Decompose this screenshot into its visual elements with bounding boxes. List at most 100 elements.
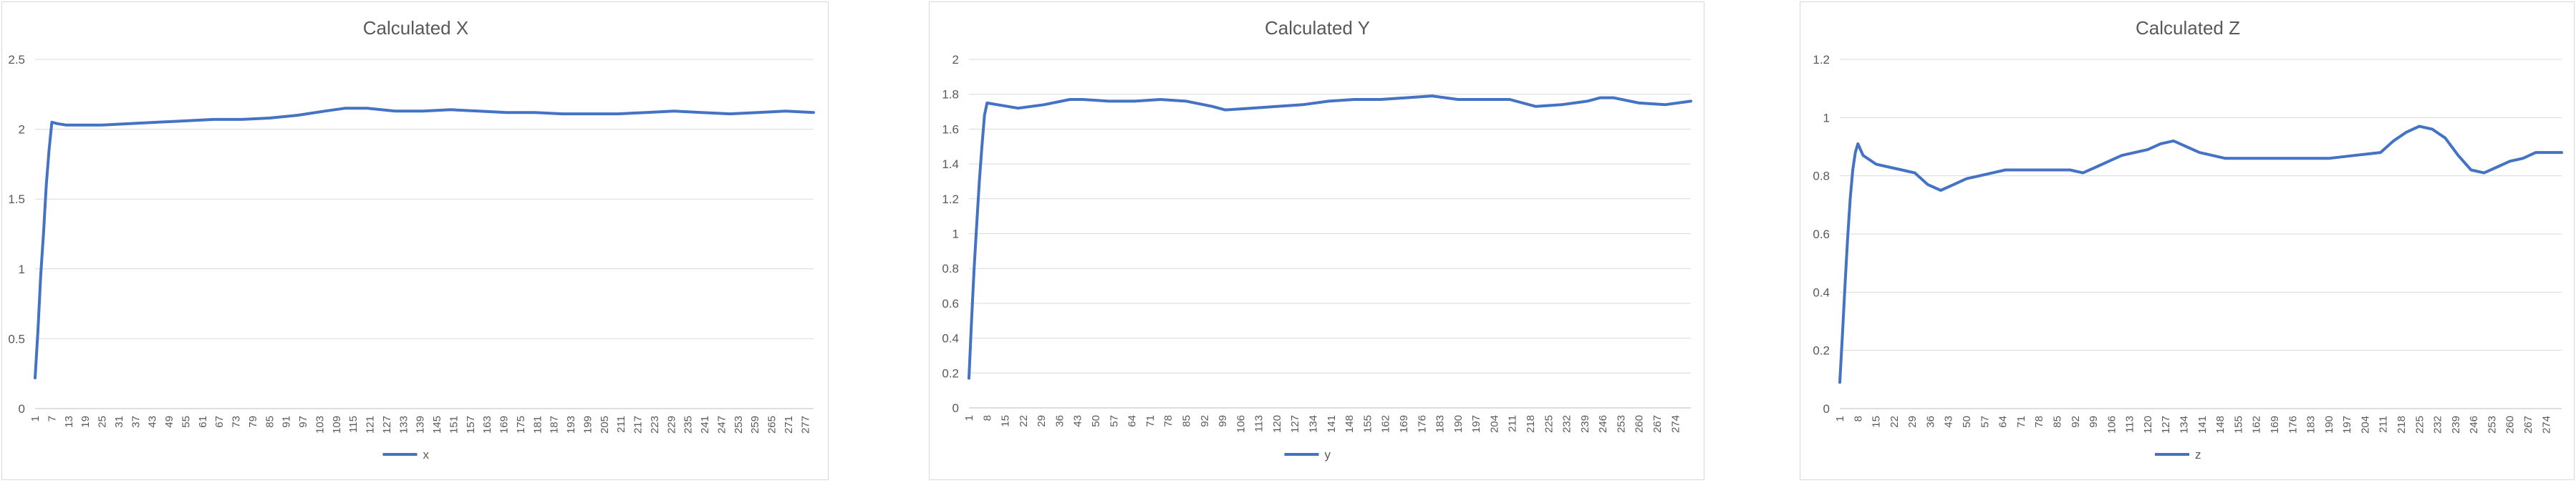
- x-tick-label: 134: [1308, 415, 1320, 433]
- x-tick-label: 133: [397, 416, 410, 434]
- x-tick-label: 259: [749, 416, 761, 434]
- y-tick-label: 1.2: [1813, 53, 1830, 67]
- x-tick-label: 157: [465, 416, 477, 434]
- y-tick-label: 0.4: [1813, 286, 1830, 299]
- x-tick-label: 211: [615, 416, 627, 433]
- x-tick-label: 127: [381, 416, 393, 434]
- x-tick-label: 37: [130, 416, 142, 428]
- x-tick-label: 235: [682, 416, 695, 434]
- y-tick-label: 1.2: [942, 192, 959, 206]
- x-tick-label: 148: [2214, 416, 2227, 434]
- x-tick-label: 197: [2341, 416, 2353, 434]
- x-tick-label: 7: [46, 416, 58, 421]
- y-tick-label: 0.8: [1813, 170, 1830, 183]
- chart-title: Calculated X: [363, 17, 468, 39]
- x-tick-label: 148: [1344, 415, 1356, 433]
- x-tick-label: 169: [1398, 415, 1410, 433]
- x-tick-label: 134: [2179, 416, 2191, 434]
- x-tick-label: 71: [2015, 416, 2027, 428]
- x-tick-label: 57: [1108, 415, 1120, 427]
- x-tick-label: 199: [582, 416, 594, 434]
- x-tick-label: 211: [1507, 415, 1519, 432]
- y-tick-label: 2: [952, 53, 959, 67]
- x-tick-label: 99: [1217, 415, 1229, 427]
- x-tick-label: 73: [231, 416, 243, 428]
- series-line-y: [968, 94, 1692, 380]
- x-tick-label: 57: [1979, 416, 1991, 428]
- x-tick-label: 31: [113, 416, 125, 428]
- x-tick-label: 127: [2160, 416, 2172, 434]
- chart-title: Calculated Y: [1265, 17, 1370, 39]
- x-tick-label: 169: [2269, 416, 2281, 434]
- x-tick-label: 277: [799, 416, 811, 434]
- series-line-x: [34, 107, 815, 380]
- y-tick-label: 0: [19, 402, 25, 416]
- x-tick-label: 121: [365, 416, 377, 434]
- x-tick-label: 49: [163, 416, 175, 428]
- y-tick-label: 0: [1823, 402, 1830, 416]
- x-tick-label: 29: [1906, 416, 1919, 428]
- x-tick-label: 85: [2051, 416, 2063, 428]
- x-tick-label: 113: [2124, 416, 2136, 433]
- x-tick-label: 260: [1634, 415, 1646, 433]
- x-tick-label: 232: [2432, 416, 2444, 434]
- x-tick-label: 223: [649, 416, 661, 434]
- x-tick-label: 85: [1180, 415, 1192, 427]
- y-tick-label: 0.6: [942, 297, 959, 311]
- x-tick-label: 92: [2070, 416, 2082, 428]
- x-tick-label: 225: [2413, 416, 2426, 434]
- x-tick-label: 155: [2232, 416, 2244, 434]
- x-tick-label: 141: [2196, 416, 2209, 434]
- x-tick-label: 85: [264, 416, 276, 428]
- x-tick-label: 253: [1615, 415, 1627, 433]
- x-tick-label: 176: [2287, 416, 2299, 434]
- y-tick-label: 2: [19, 123, 25, 137]
- x-tick-label: 36: [1924, 416, 1936, 428]
- y-tick-label: 1: [1823, 111, 1830, 125]
- x-tick-label: 229: [665, 416, 677, 434]
- y-tick-label: 0.5: [8, 332, 25, 346]
- x-tick-label: 29: [1036, 415, 1048, 427]
- x-tick-label: 239: [2450, 416, 2462, 434]
- x-tick-label: 162: [1380, 415, 1392, 433]
- x-tick-label: 267: [1651, 415, 1664, 433]
- x-tick-label: 99: [2088, 416, 2100, 428]
- x-tick-label: 64: [1127, 415, 1139, 427]
- x-tick-label: 71: [1144, 415, 1157, 427]
- x-tick-label: 8: [981, 415, 993, 421]
- x-tick-label: 43: [1072, 415, 1084, 427]
- x-tick-label: 162: [2251, 416, 2263, 434]
- x-tick-label: 274: [2540, 416, 2552, 434]
- x-tick-label: 8: [1852, 416, 1864, 421]
- x-tick-label: 253: [733, 416, 745, 434]
- x-tick-label: 169: [498, 416, 511, 434]
- x-tick-label: 247: [715, 416, 728, 434]
- x-tick-label: 176: [1416, 415, 1428, 433]
- x-tick-label: 190: [2323, 416, 2335, 434]
- x-tick-label: 145: [431, 416, 443, 434]
- x-tick-label: 193: [565, 416, 577, 434]
- y-tick-label: 1.5: [8, 192, 25, 206]
- x-tick-label: 79: [247, 416, 259, 428]
- x-tick-label: 183: [1434, 415, 1447, 433]
- y-tick-label: 2.5: [8, 53, 25, 67]
- x-tick-label: 22: [1018, 415, 1030, 427]
- y-tick-label: 1: [952, 228, 959, 241]
- x-tick-label: 92: [1199, 415, 1211, 427]
- x-tick-label: 246: [2468, 416, 2480, 434]
- x-tick-label: 217: [632, 416, 645, 434]
- x-tick-label: 13: [63, 416, 75, 428]
- x-tick-label: 274: [1669, 415, 1682, 433]
- x-tick-label: 205: [599, 416, 611, 434]
- x-tick-label: 181: [531, 416, 544, 434]
- x-tick-label: 187: [549, 416, 561, 434]
- x-tick-label: 22: [1888, 416, 1901, 428]
- y-tick-label: 1.4: [942, 157, 959, 171]
- x-tick-label: 218: [2396, 416, 2408, 434]
- x-tick-label: 1: [963, 415, 975, 421]
- x-tick-label: 43: [1943, 416, 1955, 428]
- x-tick-label: 64: [1997, 416, 2010, 428]
- x-tick-label: 155: [1361, 415, 1374, 433]
- x-tick-label: 225: [1543, 415, 1555, 433]
- x-tick-label: 211: [2378, 416, 2390, 433]
